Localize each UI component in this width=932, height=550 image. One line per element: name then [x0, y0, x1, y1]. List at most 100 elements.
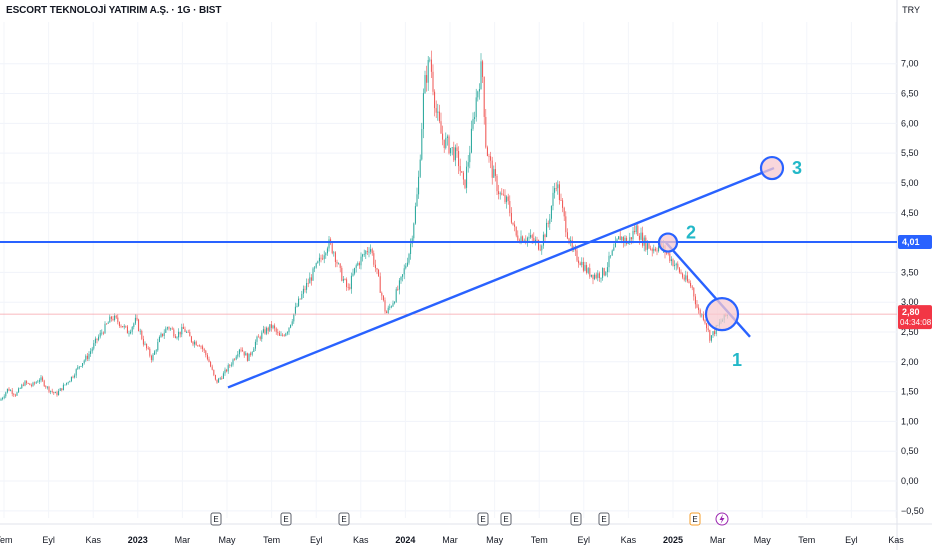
candle-body — [254, 341, 256, 349]
candle — [403, 264, 405, 280]
candle — [64, 384, 66, 386]
price-axis[interactable]: 7,00 6,50 6,00 5,50 5,00 4,50 4,01 3,50 3,00 2,50… — [898, 59, 932, 516]
candle — [283, 333, 285, 337]
candle — [427, 56, 429, 91]
annotation-circle-1 — [704, 297, 740, 332]
candle — [432, 64, 434, 96]
candle-body — [82, 363, 84, 367]
currency-label[interactable]: TRY — [902, 5, 920, 15]
candle-body — [587, 268, 589, 273]
candle-body — [282, 334, 284, 336]
drawing-tools[interactable]: 1 2 3 — [0, 155, 897, 389]
candle-body — [8, 388, 10, 391]
candle-body — [91, 348, 93, 352]
candle-body — [122, 326, 124, 328]
earnings-event-icon[interactable]: E — [210, 512, 222, 526]
candle-body — [170, 328, 172, 330]
candle — [672, 258, 674, 267]
candle — [130, 329, 132, 335]
candle-body — [70, 376, 72, 382]
candle — [544, 233, 546, 242]
candle — [706, 322, 708, 332]
time-tick-label: Kas — [888, 535, 904, 545]
candle-body — [178, 331, 180, 338]
candle-body — [600, 277, 602, 279]
candle-body — [154, 351, 156, 355]
candle — [192, 340, 194, 347]
annotation-label-2: 2 — [686, 223, 696, 243]
candle-body — [627, 242, 629, 244]
candle-body — [523, 240, 525, 242]
candle — [307, 278, 309, 288]
candle — [541, 244, 543, 255]
candle — [318, 253, 320, 266]
candle — [149, 347, 151, 358]
candle-body — [552, 192, 554, 206]
candle-body — [666, 252, 668, 254]
time-axis[interactable]: Tem Eyl Kas 2023 Mar May Tem Eyl Kas 2024 Mar May Te… — [0, 512, 904, 545]
earnings-event-icon[interactable]: E — [500, 512, 512, 526]
candle — [275, 327, 277, 335]
candle-body — [176, 337, 178, 339]
candle-body — [280, 334, 282, 336]
candle — [128, 330, 130, 337]
candle — [74, 373, 76, 379]
candle-body — [136, 317, 138, 320]
candle-body — [141, 330, 143, 339]
candle-body — [229, 365, 231, 366]
time-tick-label: Tem — [0, 535, 13, 545]
candle-body — [261, 332, 263, 339]
candle-body — [112, 318, 114, 321]
candle — [254, 339, 256, 352]
earnings-event-icon[interactable]: E — [280, 512, 292, 526]
candle — [643, 235, 645, 252]
candle — [416, 187, 418, 207]
lightning-event-icon[interactable] — [715, 512, 729, 526]
candle-body — [632, 230, 634, 240]
candle-body — [382, 295, 384, 301]
candle-body — [114, 315, 116, 321]
candle-body — [30, 385, 32, 386]
symbol-title[interactable]: ESCORT TEKNOLOJİ YATIRIM A.Ş. · 1G · BIS… — [6, 5, 222, 16]
candle — [507, 193, 509, 205]
candle — [392, 300, 394, 308]
earnings-event-icon[interactable]: E — [477, 512, 489, 526]
candle — [38, 378, 40, 384]
candle — [362, 253, 364, 262]
candle — [710, 335, 712, 343]
candle-body — [256, 336, 258, 342]
candle — [56, 390, 58, 397]
candle-body — [227, 365, 229, 372]
candle-body — [542, 234, 544, 246]
candle — [157, 338, 159, 352]
candle — [534, 236, 536, 246]
candle — [683, 274, 685, 282]
candle-body — [18, 388, 20, 393]
candle — [0, 397, 2, 401]
candle-body — [578, 260, 580, 264]
earnings-event-icon[interactable]: E — [598, 512, 610, 526]
earnings-event-icon[interactable]: E — [338, 512, 350, 526]
candle-body — [243, 351, 245, 356]
candle — [339, 263, 341, 273]
candle — [75, 368, 77, 379]
candle-body — [328, 239, 330, 249]
candle-body — [43, 380, 45, 387]
candle-body — [323, 255, 325, 260]
candle-body — [357, 262, 359, 266]
candle-body — [638, 235, 640, 240]
time-tick-label: Kas — [621, 535, 637, 545]
earnings-event-icon[interactable]: E — [570, 512, 582, 526]
candle — [650, 245, 652, 251]
candle — [301, 290, 303, 300]
candle-body — [704, 319, 706, 324]
candle — [394, 301, 396, 305]
price-tick-label: 5,50 — [901, 148, 919, 158]
candle-body — [293, 313, 295, 322]
candle-body — [130, 331, 132, 334]
candle-body — [312, 268, 314, 281]
earnings-event-icon[interactable]: E — [689, 512, 701, 526]
candle — [219, 376, 221, 381]
candle — [162, 333, 164, 338]
